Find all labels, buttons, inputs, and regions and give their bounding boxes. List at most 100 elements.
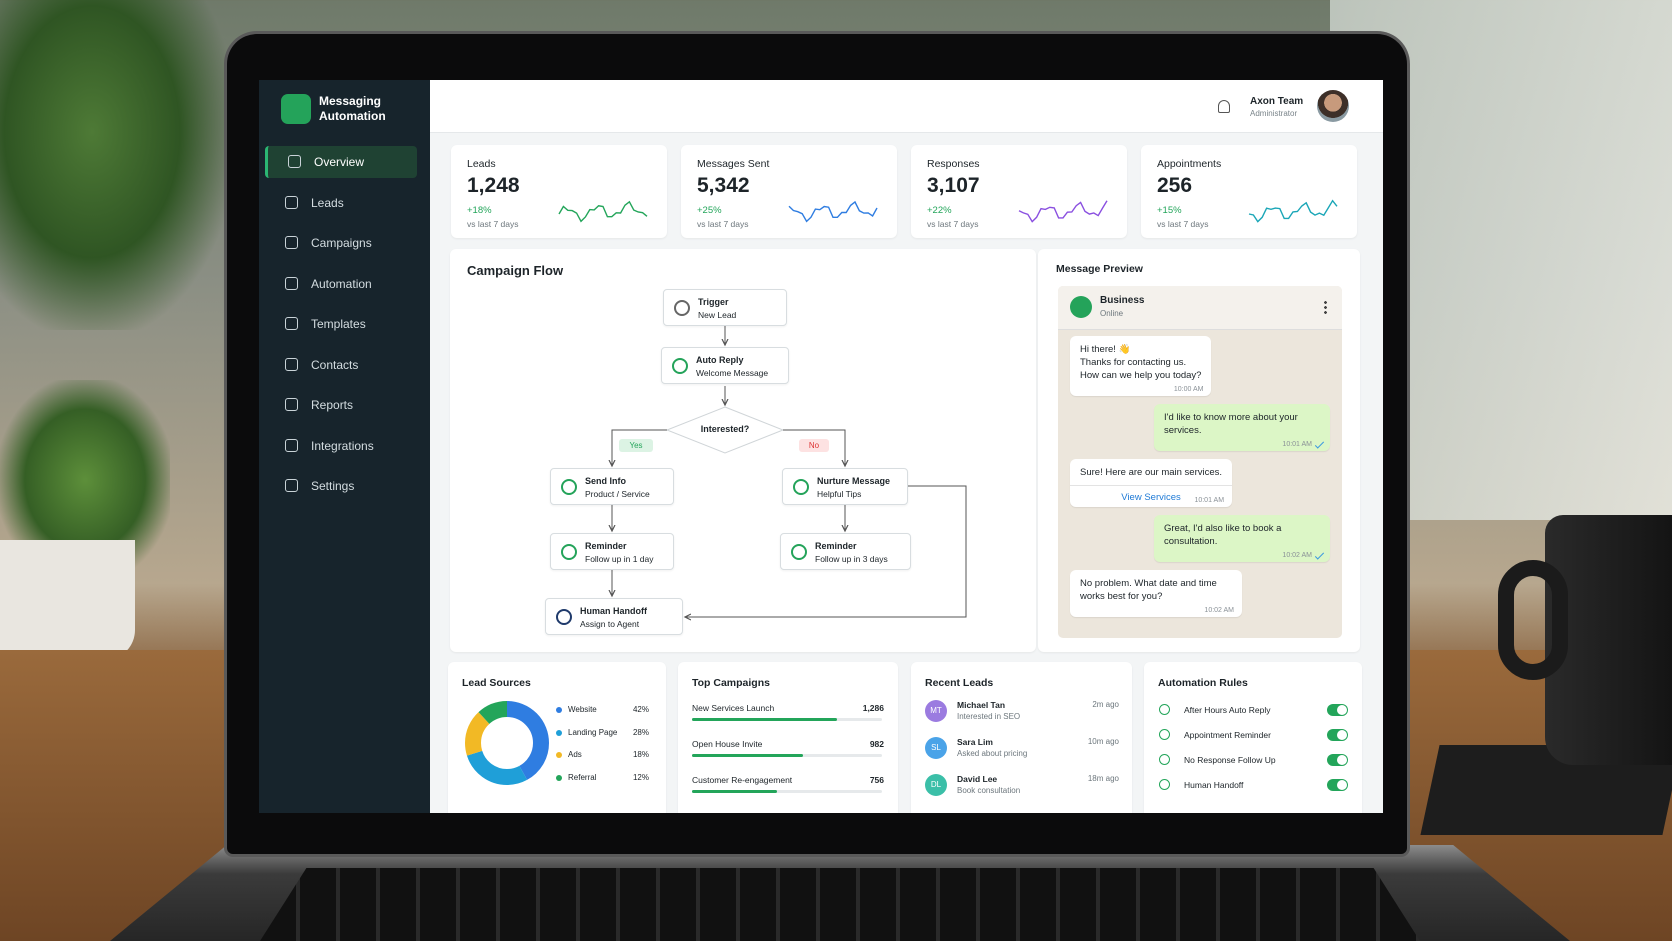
lead-note: Book consultation <box>957 786 1021 795</box>
stat-change: +25% <box>697 205 722 216</box>
nav-label: Leads <box>311 195 344 210</box>
lead-note: Asked about pricing <box>957 749 1028 758</box>
overlay <box>465 199 1338 785</box>
bottom-card <box>448 662 666 813</box>
flow-node[interactable]: Auto Reply Welcome Message <box>661 347 789 384</box>
flow-node[interactable]: Nurture Message Helpful Tips <box>782 468 908 505</box>
nav-item[interactable]: Settings <box>265 470 417 502</box>
stat-label: Leads <box>467 158 496 170</box>
message-time: 10:02 AM <box>1282 552 1312 559</box>
message-list: Hi there! 👋 Thanks for contacting us. Ho… <box>1058 336 1342 636</box>
nav-item[interactable]: Campaigns <box>265 227 417 259</box>
stat-change: +18% <box>467 205 492 216</box>
nav-icon <box>285 317 298 330</box>
toggle[interactable] <box>1327 754 1348 766</box>
flow-node[interactable]: Human Handoff Assign to Agent <box>545 598 683 635</box>
nav-label: Overview <box>314 155 365 169</box>
stat-label: Messages Sent <box>697 158 770 170</box>
legend-label: Ads <box>568 750 582 759</box>
campaign-name: Customer Re-engagement <box>692 775 793 785</box>
message-bubble: I'd like to know more about your service… <box>1154 404 1330 451</box>
flow-node[interactable]: Reminder Follow up in 3 days <box>780 533 911 570</box>
message-link[interactable]: View Services <box>1070 485 1233 507</box>
legend-label: Landing Page <box>568 727 618 737</box>
node-title: Trigger <box>698 297 729 307</box>
nav-item[interactable]: Leads <box>265 187 417 219</box>
rule-name: Appointment Reminder <box>1184 730 1271 740</box>
message-text: Great, I'd also like to book a consultat… <box>1164 523 1282 547</box>
stat-change: +22% <box>927 205 952 216</box>
node-icon <box>793 479 809 495</box>
toggle[interactable] <box>1327 779 1348 791</box>
nav-item[interactable]: Reports <box>265 389 417 421</box>
node-icon <box>561 479 577 495</box>
contact-status: Online <box>1100 309 1124 318</box>
content-layer: Leads 1,248 +18% vs last 7 days Messages Sen… <box>259 80 1383 813</box>
toggle-knob <box>1337 780 1347 790</box>
node-subtitle: Welcome Message <box>696 368 769 378</box>
legend-value: 28% <box>632 727 649 737</box>
lead-name: Sara Lim <box>957 737 993 747</box>
campaign-track <box>692 790 882 793</box>
message-text: No problem. What date and time works bes… <box>1080 578 1217 602</box>
nav-item[interactable]: Overview <box>265 146 417 178</box>
flow-connector <box>612 429 667 466</box>
legend-value: 18% <box>632 750 649 759</box>
card-title: Recent Leads <box>925 677 994 689</box>
flow-node[interactable]: Reminder Follow up in 1 day <box>550 533 674 570</box>
lead-avatar: SL <box>925 737 947 759</box>
menu-dots[interactable] <box>1324 300 1327 314</box>
toggle[interactable] <box>1327 729 1348 741</box>
lead-time: 10m ago <box>1087 737 1119 746</box>
rule-name: After Hours Auto Reply <box>1184 705 1271 715</box>
stat-label: Responses <box>927 158 980 170</box>
lead-note: Interested in SEO <box>957 712 1021 721</box>
avatar[interactable] <box>1317 90 1349 122</box>
node-subtitle: Follow up in 1 day <box>585 554 654 564</box>
rule-icon <box>1159 704 1170 715</box>
nav-label: Reports <box>311 398 354 412</box>
read-ticks <box>1314 550 1325 560</box>
rule-icon <box>1159 729 1170 740</box>
nav-item[interactable]: Contacts <box>265 349 417 381</box>
nav-item[interactable]: Templates <box>265 308 417 340</box>
message-bubble: No problem. What date and time works bes… <box>1070 570 1242 617</box>
legend-dot <box>556 774 562 781</box>
top-bar: Axon Team Administrator <box>430 80 1383 133</box>
card-title: Top Campaigns <box>692 677 770 689</box>
message-text: I'd like to know more about your service… <box>1164 412 1298 436</box>
stat-card <box>911 145 1127 238</box>
stat-period: vs last 7 days <box>467 219 519 229</box>
user-name: Axon Team <box>1250 96 1304 107</box>
flow-node[interactable]: Trigger New Lead <box>663 289 787 326</box>
bottom-card <box>1144 662 1362 813</box>
legend-value: 12% <box>632 772 649 782</box>
lead-avatar: MT <box>925 700 947 722</box>
stat-value: 256 <box>1157 174 1193 197</box>
lead-avatar: DL <box>925 774 947 796</box>
nav-item[interactable]: Automation <box>265 268 417 300</box>
campaign-bar <box>692 718 837 721</box>
node-title: Human Handoff <box>580 606 647 616</box>
nav-icon <box>288 155 301 168</box>
bell-icon[interactable] <box>1218 100 1230 113</box>
mug-handle <box>1498 560 1568 680</box>
nav-icon <box>285 276 298 290</box>
flow-title: Campaign Flow <box>467 263 564 278</box>
nav-icon <box>285 398 298 411</box>
read-ticks <box>1314 439 1325 449</box>
decision-diamond <box>665 406 785 454</box>
nav-label: Templates <box>311 317 366 331</box>
user-role: Administrator <box>1250 109 1298 118</box>
lead-name: David Lee <box>957 774 998 784</box>
sparkline <box>558 200 648 223</box>
plant <box>0 0 230 330</box>
nav-item[interactable]: Integrations <box>265 430 417 462</box>
flow-node[interactable]: Send Info Product / Service <box>550 468 674 505</box>
donut-segment <box>465 701 549 785</box>
sparkline <box>788 200 878 223</box>
legend-dot <box>556 729 562 736</box>
no-label: No <box>799 439 829 452</box>
toggle[interactable] <box>1327 704 1348 716</box>
brand-name: Messaging Automation <box>319 94 386 123</box>
